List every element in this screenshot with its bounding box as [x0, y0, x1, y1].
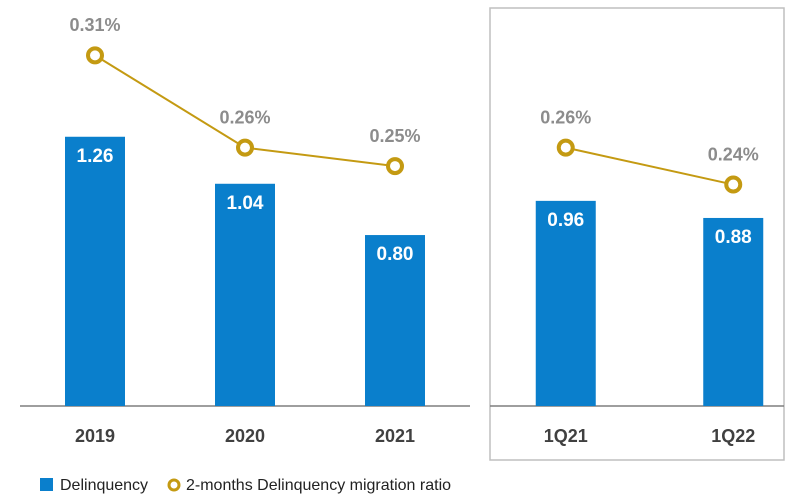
- x-tick-label: 2021: [375, 426, 415, 446]
- x-tick-label: 2020: [225, 426, 265, 446]
- bar: [215, 183, 275, 406]
- bar-value-label: 0.88: [715, 227, 752, 248]
- x-tick-label: 1Q22: [711, 426, 755, 446]
- line: [565, 146, 734, 186]
- line-marker: [556, 138, 575, 157]
- legend-label: Delinquency: [60, 477, 148, 494]
- bar: [703, 217, 764, 406]
- bar: [65, 136, 125, 407]
- line-marker: [386, 157, 404, 176]
- line-marker: [236, 138, 254, 157]
- x-tick-label: 1Q21: [544, 426, 588, 446]
- line-value-label: 0.26%: [540, 107, 591, 127]
- bar-value-label: 0.80: [377, 244, 414, 265]
- bar: [535, 200, 596, 406]
- line-value-label: 0.31%: [69, 15, 120, 35]
- line-marker: [724, 175, 743, 194]
- line-value-label: 0.25%: [369, 126, 420, 146]
- bar-value-label: 1.26: [77, 146, 114, 167]
- line-marker: [86, 46, 104, 65]
- bar: [365, 235, 425, 406]
- legend-label: 2-months Delinquency migration ratio: [186, 477, 451, 494]
- line-value-label: 0.26%: [219, 107, 270, 127]
- line-value-label: 0.24%: [708, 144, 759, 164]
- bar-value-label: 0.96: [547, 210, 584, 231]
- legend-swatch: [40, 478, 53, 491]
- legend-swatch: [167, 478, 181, 492]
- x-tick-label: 2019: [75, 426, 115, 446]
- panel-frame: [489, 7, 785, 461]
- bar-value-label: 1.04: [227, 193, 264, 214]
